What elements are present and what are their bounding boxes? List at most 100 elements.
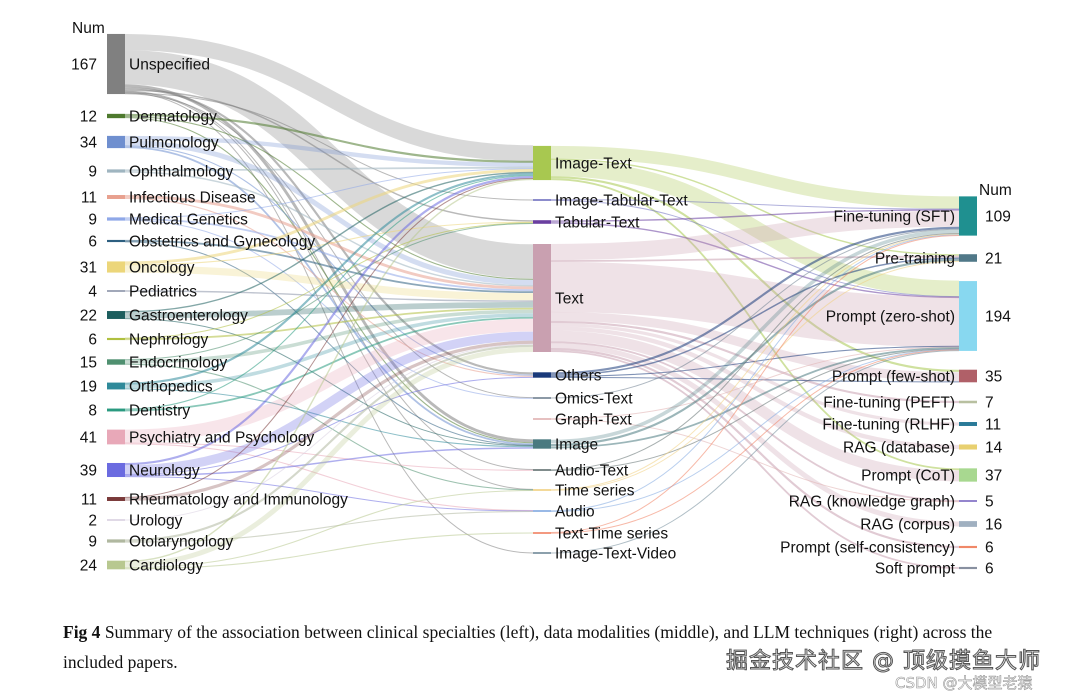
node-label-prompt-cot: Prompt (CoT) bbox=[861, 468, 955, 485]
left-middle-link-endocrinology-to-text bbox=[124, 309, 534, 364]
left-middle-link-nephrology-to-tabular-text bbox=[124, 222, 534, 339]
node-label-dentistry: Dentistry bbox=[129, 403, 190, 420]
sankey-diagram: Unspecified167Dermatology12Pulmonology34… bbox=[71, 20, 1012, 578]
middle-right-link-audio-text-to-fine-tuning-sft bbox=[550, 232, 960, 471]
node-cardiology bbox=[107, 560, 125, 570]
node-label-tabular-text: Tabular-Text bbox=[555, 215, 640, 232]
node-label-others: Others bbox=[555, 368, 602, 385]
left-middle-link-pulmonology-to-text bbox=[124, 140, 534, 285]
node-label-otolaryngology: Otolaryngology bbox=[129, 534, 234, 551]
node-label-dermatology: Dermatology bbox=[129, 109, 217, 126]
node-label-time-series: Time series bbox=[555, 483, 635, 500]
left-middle-link-otolaryngology-to-text bbox=[124, 344, 534, 542]
left-middle-link-neurology-to-others bbox=[124, 376, 534, 475]
left-middle-link-gastroenterology-to-image bbox=[124, 318, 534, 447]
node-count-ophthalmology: 9 bbox=[88, 164, 97, 181]
node-text-time-series bbox=[533, 532, 551, 534]
middle-right-link-image-text-to-prompt-cot bbox=[550, 178, 960, 471]
node-neurology bbox=[107, 462, 125, 478]
left-middle-link-cardiology-to-text bbox=[124, 346, 534, 568]
node-rheumatology-and-immunology bbox=[107, 497, 125, 501]
left-middle-link-medical-genetics-to-omics-text bbox=[124, 219, 534, 399]
node-others bbox=[533, 372, 551, 378]
node-orthopedics bbox=[107, 382, 125, 390]
left-middle-link-rheumatology-and-immunology-to-text bbox=[124, 340, 534, 501]
node-urology bbox=[107, 519, 125, 521]
middle-right-link-tabular-text-to-prompt-zero-shot bbox=[550, 222, 960, 299]
node-soft-prompt bbox=[959, 566, 977, 570]
node-endocrinology bbox=[107, 359, 125, 365]
links-layer bbox=[124, 33, 960, 570]
node-label-psychiatry-and-psychology: Psychiatry and Psychology bbox=[129, 430, 314, 447]
node-omics-text bbox=[533, 397, 551, 399]
node-rag-knowledge-graph bbox=[959, 500, 977, 502]
node-infectious-disease bbox=[107, 195, 125, 199]
node-label-pulmonology: Pulmonology bbox=[129, 135, 219, 152]
node-count-dentistry: 8 bbox=[88, 403, 97, 420]
left-middle-link-obstetrics-and-gynecology-to-text bbox=[124, 239, 534, 294]
middle-right-link-image-tabular-text-to-prompt-zero-shot bbox=[550, 199, 960, 298]
node-label-graph-text: Graph-Text bbox=[555, 412, 632, 429]
left-middle-link-dentistry-to-image-text bbox=[124, 175, 534, 410]
labels-layer: Unspecified167Dermatology12Pulmonology34… bbox=[71, 20, 1012, 578]
left-middle-link-ophthalmology-to-image-text bbox=[124, 166, 534, 172]
node-count-urology: 2 bbox=[88, 513, 97, 530]
left-middle-link-obstetrics-and-gynecology-to-image bbox=[124, 241, 534, 446]
node-count-dermatology: 12 bbox=[80, 109, 97, 126]
node-count-rag-database: 14 bbox=[985, 440, 1003, 457]
middle-right-link-image-to-fine-tuning-sft bbox=[550, 229, 960, 444]
node-count-oncology: 31 bbox=[80, 260, 97, 277]
node-fine-tuning-rlhf bbox=[959, 422, 977, 426]
middle-right-link-omics-text-to-fine-tuning-sft bbox=[550, 228, 960, 399]
node-count-rag-corpus: 16 bbox=[985, 517, 1002, 534]
node-count-nephrology: 6 bbox=[88, 332, 97, 349]
node-gastroenterology bbox=[107, 311, 125, 319]
node-graph-text bbox=[533, 418, 551, 420]
middle-right-link-others-to-fine-tuning-sft bbox=[550, 226, 960, 375]
node-count-cardiology: 24 bbox=[80, 558, 98, 575]
middle-right-link-time-series-to-pre-training bbox=[550, 260, 960, 491]
middle-right-link-image-tabular-text-to-fine-tuning-sft bbox=[550, 199, 960, 210]
node-label-urology: Urology bbox=[129, 513, 183, 530]
node-prompt-zero-shot bbox=[959, 281, 977, 351]
figure-caption: Fig 4 Summary of the association between… bbox=[63, 617, 1053, 677]
node-label-prompt-few-shot: Prompt (few-shot) bbox=[832, 369, 955, 386]
node-label-soft-prompt: Soft prompt bbox=[875, 561, 956, 578]
node-rag-corpus bbox=[959, 521, 977, 527]
node-label-fine-tuning-rlhf: Fine-tuning (RLHF) bbox=[822, 417, 955, 434]
middle-right-link-graph-text-to-rag-knowledge-graph bbox=[550, 418, 960, 503]
node-time-series bbox=[533, 489, 551, 491]
node-label-nephrology: Nephrology bbox=[129, 332, 209, 349]
node-image-text bbox=[533, 145, 551, 181]
middle-right-link-audio-to-fine-tuning-sft bbox=[550, 234, 960, 512]
node-count-prompt-self-consistency: 6 bbox=[985, 540, 994, 557]
middle-right-link-text-to-prompt-cot bbox=[550, 330, 960, 482]
node-tabular-text bbox=[533, 220, 551, 224]
node-count-medical-genetics: 9 bbox=[88, 212, 97, 229]
left-middle-link-rheumatology-and-immunology-to-image-text bbox=[124, 177, 534, 498]
node-label-prompt-zero-shot: Prompt (zero-shot) bbox=[826, 309, 955, 326]
left-middle-link-cardiology-to-text-time-series bbox=[124, 532, 534, 570]
left-middle-link-nephrology-to-text bbox=[124, 307, 534, 341]
middle-right-link-text-to-rag-knowledge-graph bbox=[550, 341, 960, 502]
left-middle-link-pediatrics-to-text bbox=[124, 290, 534, 302]
node-label-prompt-self-consistency: Prompt (self-consistency) bbox=[780, 540, 955, 557]
node-label-cardiology: Cardiology bbox=[129, 558, 203, 575]
left-middle-link-medical-genetics-to-image-text bbox=[124, 168, 534, 219]
node-count-obstetrics-and-gynecology: 6 bbox=[88, 234, 97, 251]
left-middle-link-unspecified-to-tabular-text bbox=[124, 89, 534, 222]
middle-right-link-graph-text-to-prompt-zero-shot bbox=[550, 346, 960, 420]
node-label-audio-text: Audio-Text bbox=[555, 463, 629, 480]
node-label-omics-text: Omics-Text bbox=[555, 391, 633, 408]
middle-right-link-time-series-to-fine-tuning-sft bbox=[550, 233, 960, 491]
node-dermatology bbox=[107, 113, 125, 119]
node-label-image-text: Image-Text bbox=[555, 156, 632, 173]
node-count-soft-prompt: 6 bbox=[985, 561, 994, 578]
node-label-endocrinology: Endocrinology bbox=[129, 355, 227, 372]
left-middle-link-neurology-to-image bbox=[124, 447, 534, 477]
left-middle-link-unspecified-to-others bbox=[124, 87, 534, 375]
left-middle-link-orthopedics-to-image-text bbox=[124, 173, 534, 385]
node-count-orthopedics: 19 bbox=[80, 379, 97, 396]
left-middle-link-gastroenterology-to-text bbox=[124, 301, 534, 319]
middle-right-link-text-time-series-to-fine-tuning-sft bbox=[550, 234, 960, 533]
